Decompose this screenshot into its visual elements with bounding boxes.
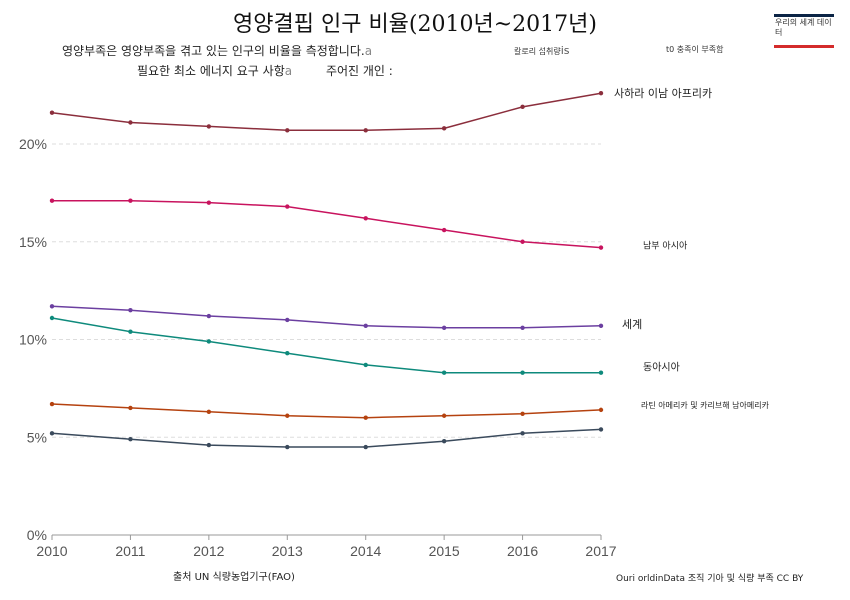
- x-tick-label: 2017: [585, 543, 616, 559]
- data-point: [285, 204, 290, 209]
- x-tick-label: 2016: [507, 543, 538, 559]
- subtitle-note1: 칼로리 섭취량is: [514, 44, 570, 57]
- data-point: [49, 315, 55, 321]
- subtitle-line1-text: 영양부족은 영양부족을 겪고 있는 인구의 비율을 측정합니다.: [62, 44, 365, 58]
- page-title: 영양결핍 인구 비율(2010년~2017년): [233, 12, 597, 37]
- series-label: 사하라 이남 아프리카: [614, 86, 712, 100]
- credit-note: Ouri orldinData 조직 기아 및 식량 부족 CC BY: [616, 574, 804, 584]
- y-tick-label: 0%: [27, 527, 47, 543]
- x-tick-label: 2014: [350, 543, 381, 559]
- series-line: [51, 305, 602, 329]
- data-point: [49, 110, 55, 115]
- x-tick-label: 2012: [193, 543, 224, 559]
- data-point: [49, 304, 55, 309]
- subtitle-line2: 필요한 최소 에너지 요구 사항a 주어진 개인 :: [137, 62, 393, 79]
- data-point: [206, 409, 212, 415]
- data-point: [520, 239, 525, 244]
- data-point: [128, 329, 133, 334]
- data-point: [598, 407, 604, 413]
- source-note: 출처 UN 식량농업기구(FAO): [173, 572, 295, 583]
- data-point: [441, 325, 447, 330]
- series-line: [51, 403, 602, 419]
- logo-top-bar: [774, 14, 834, 17]
- data-point: [363, 216, 368, 221]
- data-point: [206, 313, 212, 319]
- data-point: [285, 413, 290, 418]
- subtitle-line2-suffix: a: [284, 64, 293, 78]
- data-point: [206, 124, 212, 129]
- data-point: [206, 339, 212, 344]
- logo-text: 우리의 세계 데이터: [775, 18, 832, 37]
- series-line: [52, 199, 602, 249]
- data-point: [128, 405, 133, 411]
- subtitle-line1: 영양부족은 영양부족을 겪고 있는 인구의 비율을 측정합니다.a: [62, 42, 372, 59]
- data-point: [598, 323, 604, 329]
- subtitle-line2-text: 필요한 최소 에너지 요구 사항: [137, 64, 285, 78]
- data-point: [520, 431, 525, 436]
- x-tick-label: 2015: [429, 543, 460, 559]
- data-point: [49, 431, 55, 436]
- data-point: [363, 323, 368, 329]
- data-point: [128, 307, 133, 313]
- data-point: [206, 200, 212, 205]
- data-point: [598, 370, 604, 375]
- data-point: [49, 198, 55, 203]
- data-point: [363, 415, 368, 420]
- data-point: [128, 120, 133, 125]
- data-point: [363, 128, 368, 133]
- subtitle-note2: t0 충족이 부족함: [666, 45, 724, 54]
- data-point: [285, 128, 290, 133]
- subtitle-line1-suffix: a: [364, 44, 373, 58]
- subtitle-note1-suffix: is: [560, 44, 570, 57]
- data-point: [520, 104, 525, 110]
- data-point: [49, 401, 55, 407]
- series-label: 세계: [622, 318, 642, 331]
- data-point: [441, 438, 447, 444]
- logo: 우리의 세계 데이터: [774, 14, 834, 48]
- data-point: [128, 198, 133, 203]
- x-tick-label: 2011: [115, 543, 145, 559]
- x-tick-label: 2010: [36, 543, 67, 559]
- data-point: [520, 370, 525, 375]
- y-tick-label: 20%: [19, 136, 47, 152]
- series-line: [51, 428, 602, 448]
- data-point: [520, 411, 525, 416]
- series-label: 동아시아: [643, 362, 680, 374]
- data-point: [441, 126, 447, 131]
- subtitle-note1-text: 칼로리 섭취량: [514, 47, 561, 56]
- subtitle-line2-b: 주어진 개인 :: [325, 64, 393, 78]
- data-point: [441, 413, 447, 418]
- series-label: 남부 아시아: [643, 241, 688, 252]
- data-point: [441, 227, 447, 233]
- data-point: [285, 444, 290, 450]
- data-point: [598, 90, 604, 96]
- y-tick-label: 5%: [27, 429, 47, 445]
- data-point: [598, 245, 604, 250]
- logo-bottom-bar: [774, 45, 834, 48]
- data-point: [206, 442, 212, 448]
- series-label: 라틴 아메리카 및 카리브해 남아메리카: [641, 400, 770, 410]
- y-tick-label: 10%: [19, 332, 47, 348]
- data-point: [441, 370, 447, 375]
- data-point: [363, 444, 368, 450]
- data-point: [598, 427, 604, 432]
- data-point: [363, 362, 368, 368]
- series-line: [51, 92, 602, 132]
- data-point: [128, 437, 133, 442]
- series-line: [51, 317, 601, 374]
- y-tick-label: 15%: [19, 234, 47, 250]
- data-point: [520, 325, 525, 330]
- x-tick-label: 2013: [272, 543, 303, 559]
- data-point: [285, 350, 290, 356]
- data-point: [285, 317, 290, 323]
